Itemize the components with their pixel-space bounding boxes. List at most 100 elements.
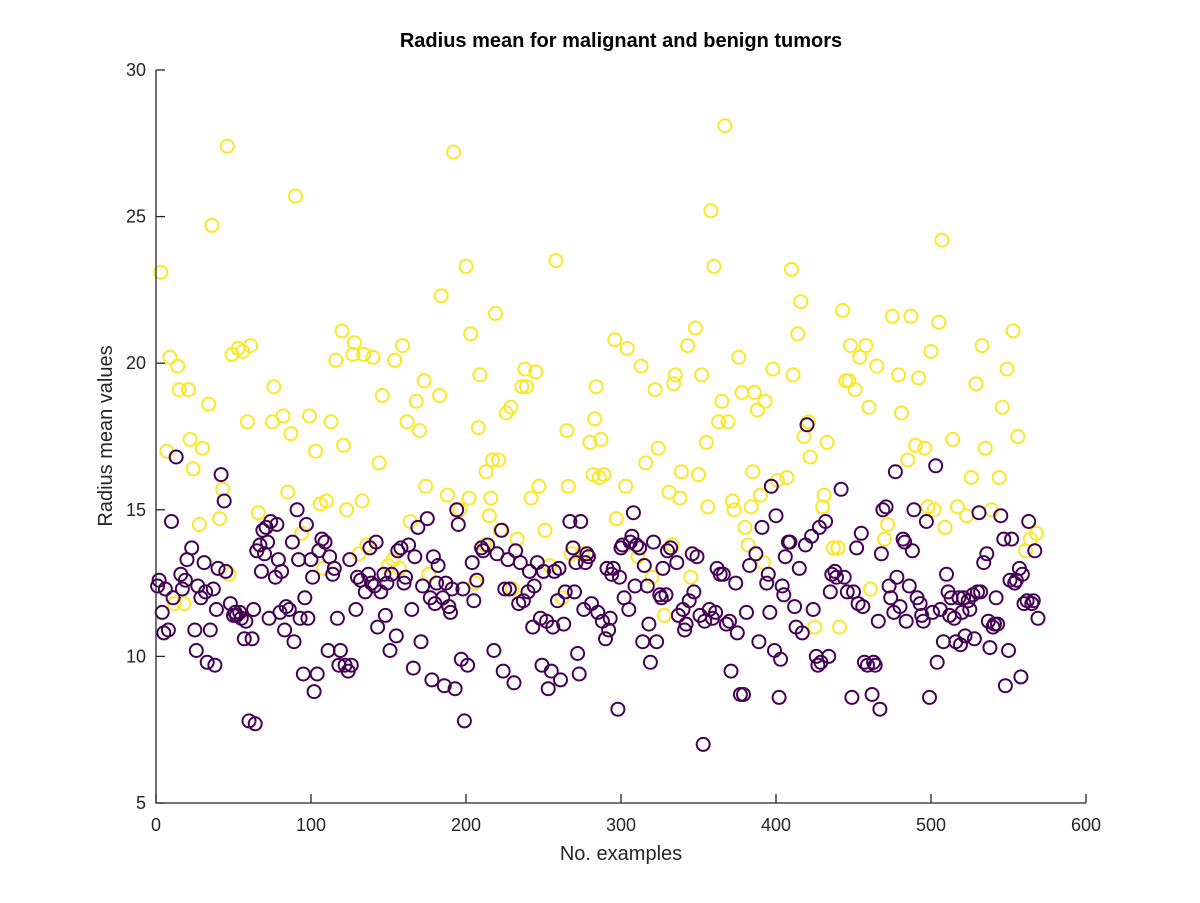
- data-point: [170, 358, 186, 374]
- data-point: [568, 555, 584, 571]
- data-point: [472, 367, 488, 383]
- data-point: [996, 531, 1012, 547]
- data-point: [543, 663, 559, 679]
- data-point: [368, 534, 384, 550]
- data-point: [343, 657, 359, 673]
- data-point: [819, 434, 835, 450]
- data-point: [762, 604, 778, 620]
- data-point: [706, 258, 722, 274]
- data-point: [782, 534, 798, 550]
- data-point: [658, 587, 674, 603]
- data-point: [844, 689, 860, 705]
- data-point: [387, 352, 403, 368]
- data-point: [887, 464, 903, 480]
- data-point: [703, 203, 719, 219]
- data-point: [825, 540, 841, 556]
- data-point: [974, 338, 990, 354]
- data-point: [274, 563, 290, 579]
- data-point: [787, 599, 803, 615]
- data-point: [774, 578, 790, 594]
- data-point: [571, 666, 587, 682]
- data-point: [306, 684, 322, 700]
- data-point: [883, 590, 899, 606]
- data-point: [894, 405, 909, 421]
- x-tick-label: 600: [1071, 815, 1101, 835]
- data-point: [822, 584, 838, 600]
- data-point: [923, 344, 939, 359]
- data-point: [793, 294, 809, 310]
- data-point: [164, 514, 179, 529]
- data-point: [681, 593, 697, 609]
- data-point: [345, 346, 361, 362]
- data-point: [839, 584, 855, 600]
- data-point: [646, 534, 661, 550]
- data-point: [642, 654, 658, 670]
- data-point: [202, 622, 218, 638]
- data-point: [531, 478, 547, 494]
- data-point: [412, 423, 427, 439]
- data-point: [157, 581, 173, 597]
- data-point: [354, 493, 370, 509]
- data-point: [805, 602, 821, 617]
- data-point: [680, 338, 696, 354]
- data-point: [979, 546, 995, 562]
- data-point: [966, 631, 982, 647]
- data-point: [672, 490, 688, 506]
- data-point: [602, 610, 618, 626]
- data-point: [708, 604, 724, 620]
- data-point: [439, 487, 455, 503]
- data-point: [187, 622, 203, 638]
- data-point: [722, 613, 737, 629]
- data-point: [495, 663, 511, 679]
- data-point: [1016, 596, 1032, 612]
- data-point: [199, 654, 215, 670]
- data-point: [903, 308, 919, 324]
- data-point: [393, 540, 409, 556]
- data-point: [988, 590, 1004, 606]
- data-point: [191, 517, 207, 532]
- data-point: [667, 367, 683, 383]
- data-point: [288, 188, 303, 204]
- data-point: [281, 602, 297, 617]
- data-point: [799, 417, 815, 433]
- data-point: [695, 736, 711, 752]
- data-point: [436, 678, 452, 694]
- data-point: [596, 467, 612, 483]
- data-point: [832, 619, 847, 635]
- data-point: [212, 511, 228, 527]
- data-point: [852, 349, 868, 365]
- data-point: [858, 338, 874, 354]
- data-point: [753, 487, 768, 503]
- data-point: [525, 619, 541, 635]
- x-tick-label: 400: [761, 815, 791, 835]
- data-point: [413, 634, 429, 650]
- data-point: [853, 525, 869, 541]
- data-point: [997, 678, 1013, 694]
- data-point: [746, 385, 762, 400]
- data-point: [993, 508, 1009, 524]
- data-point: [168, 449, 184, 465]
- data-point: [954, 604, 970, 620]
- data-point: [994, 399, 1010, 415]
- data-point: [308, 443, 324, 459]
- data-point: [277, 622, 293, 638]
- data-point: [565, 540, 581, 556]
- data-point: [460, 657, 476, 673]
- data-point: [835, 302, 851, 318]
- data-point: [802, 449, 818, 465]
- y-tick-label: 25: [126, 207, 146, 227]
- data-point: [556, 616, 572, 632]
- data-point: [506, 675, 522, 691]
- data-point: [598, 631, 613, 647]
- data-point: [415, 578, 431, 594]
- data-point: [419, 511, 435, 527]
- data-point: [687, 320, 703, 336]
- data-point: [491, 452, 507, 468]
- data-point: [740, 537, 756, 553]
- data-point: [689, 549, 705, 565]
- data-point: [551, 560, 567, 576]
- data-point: [1005, 323, 1021, 339]
- data-point: [777, 549, 793, 565]
- data-point: [519, 379, 534, 395]
